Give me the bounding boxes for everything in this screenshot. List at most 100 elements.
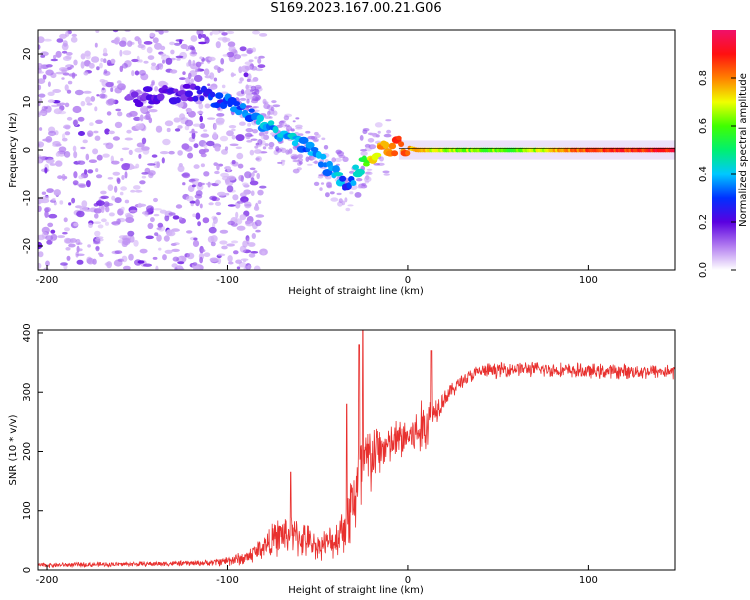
- spectrogram-noise-blob: [56, 38, 64, 43]
- spectrogram-noise-blob: [210, 235, 218, 243]
- spectrogram-noise-blob: [155, 30, 160, 33]
- spectrogram-noise-blob: [254, 145, 259, 149]
- spectrogram-noise-blob: [367, 138, 375, 143]
- spectrogram-noise-blob: [74, 89, 84, 96]
- spectrogram-noise-blob: [251, 47, 257, 53]
- spectrogram-noise-blob: [195, 190, 203, 197]
- spectrogram-noise-blob: [174, 42, 181, 46]
- spectrogram-noise-blob: [61, 50, 68, 54]
- snr-series-line: [38, 330, 675, 569]
- spectrogram-noise-blob: [249, 79, 255, 83]
- spectrogram-noise-blob: [262, 134, 270, 140]
- spectrogram-noise-blob: [165, 229, 173, 236]
- spectrogram-ridge-cell: [267, 120, 275, 126]
- spectrogram-noise-blob: [253, 170, 258, 174]
- spectrogram-ridge-cell: [322, 169, 333, 177]
- spectrogram-noise-blob: [117, 111, 123, 117]
- spectrogram-noise-blob: [356, 178, 363, 182]
- spectrogram-noise-blob: [125, 217, 135, 223]
- spectrogram-noise-blob: [92, 148, 99, 155]
- spectrogram-noise-blob: [204, 103, 211, 109]
- spectrogram-noise-blob: [184, 119, 194, 127]
- spectrogram-noise-blob: [42, 138, 51, 142]
- spectrogram-noise-blob: [261, 134, 265, 140]
- snr-plot: -200 -100 0 100 0 100 200 300 400 Height of str…: [8, 323, 676, 596]
- spectrogram-noise-blob: [228, 125, 237, 129]
- spectrogram-noise-blob: [92, 241, 101, 245]
- spectrogram-noise-blob: [161, 157, 165, 164]
- spectrogram-noise-blob: [312, 138, 319, 142]
- spectrogram-noise-blob: [187, 152, 194, 159]
- spectrogram-noise-blob: [386, 129, 392, 134]
- spectrogram-noise-blob: [360, 151, 368, 156]
- spectrogram-noise-blob: [55, 160, 63, 167]
- spectrogram-noise-blob: [305, 156, 310, 162]
- spectrogram-ridge-cell: [210, 91, 216, 98]
- spectrogram-noise-blob: [226, 51, 235, 58]
- spectrogram-noise-blob: [361, 182, 367, 186]
- spectrogram-noise-blob: [159, 81, 169, 87]
- spectrogram-noise-blob: [131, 70, 135, 77]
- spectrogram-noise-blob: [159, 209, 167, 214]
- spectrogram-noise-blob: [204, 36, 209, 40]
- spectrogram-noise-blob: [195, 199, 200, 207]
- spectrogram-noise-blob: [236, 152, 244, 160]
- spectrogram-noise-blob: [201, 249, 206, 253]
- spectrogram-noise-blob: [311, 156, 316, 160]
- spectrogram-noise-blob: [298, 133, 304, 136]
- spectrogram-noise-blob: [227, 255, 233, 263]
- spectrogram-noise-blob: [227, 204, 236, 207]
- spectrogram-noise-blob: [191, 128, 195, 134]
- spectrogram-noise-blob: [136, 142, 145, 148]
- spectrogram-noise-blob: [326, 182, 332, 188]
- spectrogram-noise-blob: [299, 161, 303, 165]
- spectrogram-noise-blob: [272, 110, 278, 116]
- x-tick-label: -100: [216, 275, 239, 286]
- spectrogram-noise-blob: [55, 50, 62, 58]
- spectrogram-noise-blob: [382, 170, 390, 174]
- spectrogram-noise-blob: [221, 32, 228, 36]
- spectrogram-noise-blob: [172, 256, 179, 262]
- spectrogram-noise-blob: [138, 153, 142, 159]
- spectrogram-noise-blob: [154, 42, 162, 50]
- spectrogram-noise-blob: [121, 63, 128, 69]
- colorbar: 0.0 0.2 0.4 0.6 0.8 Normalized spectral ampl…: [698, 30, 749, 278]
- spectrogram-noise-blob: [95, 200, 105, 207]
- spectrogram-noise-blob: [257, 139, 263, 146]
- spectrogram-noise-blob: [214, 201, 222, 206]
- spectrogram-ridge-cell: [234, 108, 243, 116]
- spectrogram-noise-blob: [208, 226, 217, 234]
- spectrogram-noise-blob: [141, 137, 147, 144]
- spectrogram-noise-blob: [134, 36, 140, 42]
- spectrogram-noise-blob: [95, 119, 103, 125]
- spectrogram-noise-blob: [106, 59, 112, 66]
- spectrogram-noise-blob: [141, 172, 149, 175]
- spectrogram-noise-blob: [246, 237, 250, 245]
- spectrogram-noise-blob: [244, 105, 253, 108]
- spectrogram-noise-blob: [113, 37, 120, 45]
- spectrogram-noise-blob: [130, 189, 136, 193]
- spectrogram-noise-blob: [51, 104, 59, 108]
- spectrogram-noise-blob: [96, 94, 100, 97]
- spectrogram-noise-blob: [240, 175, 244, 183]
- spectrogram-noise-blob: [52, 197, 56, 201]
- spectrogram-noise-blob: [99, 93, 106, 99]
- spectrogram-noise-blob: [237, 163, 244, 169]
- spectrogram-noise-blob: [229, 143, 239, 147]
- spectrogram-noise-blob: [150, 65, 157, 71]
- spectrogram-noise-blob: [175, 103, 183, 107]
- spectrogram-noise-blob: [156, 234, 162, 242]
- spectrogram-noise-blob: [88, 159, 97, 163]
- spectrogram-noise-blob: [87, 169, 94, 174]
- spectrogram-noise-blob: [240, 89, 245, 95]
- spectrogram-noise-blob: [228, 261, 234, 265]
- spectrogram-noise-blob: [66, 52, 73, 56]
- spectrogram-ridge-cell: [352, 164, 359, 170]
- spectrogram-noise-blob: [126, 129, 132, 134]
- spectrogram-noise-blob: [152, 37, 159, 44]
- spectrogram-noise-blob: [259, 185, 267, 189]
- spectrogram-ridge-cell: [346, 182, 352, 189]
- spectrogram-noise-blob: [155, 125, 163, 133]
- spectrogram-ridge-cell: [298, 136, 309, 144]
- spectrogram-noise-blob: [268, 116, 273, 119]
